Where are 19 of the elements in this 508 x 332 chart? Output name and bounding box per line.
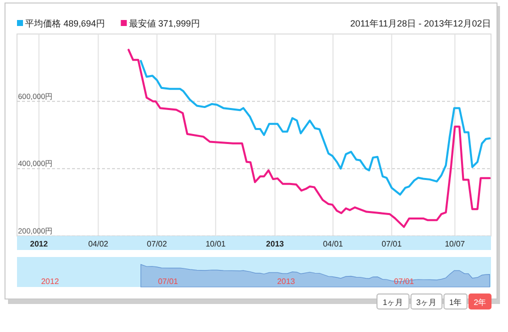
text: 1ヶ月	[382, 298, 404, 307]
text: 2013	[277, 277, 296, 286]
chart-subtitle: 2011年11月28日 - 2013年12月02日	[350, 18, 491, 28]
x-tick-label: 10/07	[444, 240, 466, 248]
x-tick-label: 2012	[30, 240, 48, 248]
x-tick-label: 04/01	[322, 240, 344, 248]
x-tick-label: 07/02	[146, 240, 168, 248]
x-tick-label: 10/01	[206, 240, 226, 248]
text: 07/01	[394, 277, 415, 286]
legend-label: 最安値 371,999円	[128, 18, 200, 28]
text: 3ヶ月	[416, 298, 437, 307]
text: 2012	[41, 277, 60, 286]
legend-label: 平均価格 489,694円	[25, 18, 106, 28]
text: 07/01	[158, 277, 179, 286]
x-tick-label: 07/01	[382, 240, 402, 248]
x-tick-label: 2013	[266, 240, 284, 248]
x-tick-label: 04/02	[88, 240, 109, 248]
text: 2年	[474, 298, 486, 307]
text: 1年	[449, 298, 462, 307]
